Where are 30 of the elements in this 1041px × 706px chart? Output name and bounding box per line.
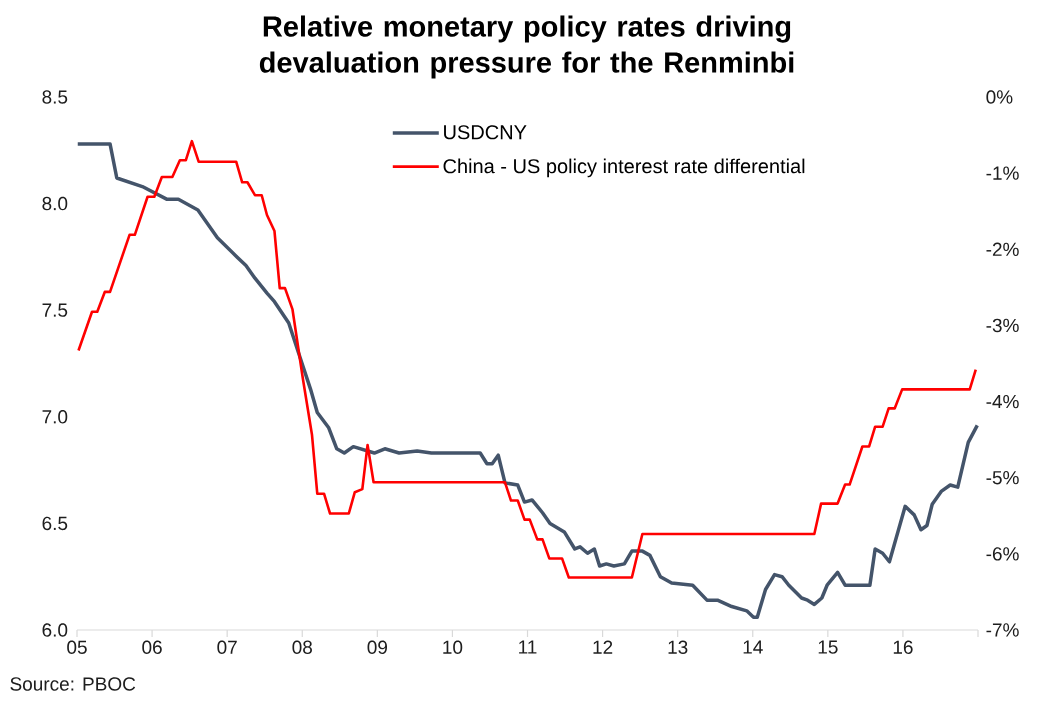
x-tick-label: 12	[593, 640, 613, 654]
y-tick-label: 6.0	[42, 623, 68, 637]
legend-label: China - US policy interest rate differential	[443, 158, 805, 178]
x-tick-label: 11	[519, 640, 537, 654]
source-note: Source: PBOC	[10, 677, 136, 691]
y2-tick-label: -3%	[986, 318, 1019, 333]
x-tick-label: 10	[443, 640, 463, 654]
x-tick-label: 08	[292, 640, 312, 654]
y-tick-label: 7.0	[42, 410, 68, 424]
x-tick-label: 15	[818, 640, 838, 654]
chart-title: Relative monetary policy rates driving devaluation pressure for the Renminbi	[259, 15, 794, 79]
y-tick-label: 8.5	[42, 90, 68, 104]
y-tick-label: 7.5	[42, 303, 68, 317]
x-tick-label: 16	[893, 640, 913, 654]
x-tick-label: 07	[217, 640, 237, 654]
x-tick-label: 13	[668, 640, 688, 654]
y2-tick-label: -6%	[986, 547, 1019, 561]
y2-tick-label: -4%	[986, 394, 1019, 409]
y-tick-label: 6.5	[42, 516, 68, 531]
x-tick-label: 09	[367, 640, 388, 654]
x-tick-label: 05	[67, 640, 87, 654]
legend-label: USDCNY	[444, 125, 527, 140]
y2-tick-label: 0%	[986, 90, 1013, 104]
y2-tick-label: -7%	[986, 623, 1019, 637]
y2-tick-label: -2%	[986, 242, 1019, 256]
y2-tick-label: -5%	[986, 471, 1019, 485]
y2-tick-label: -1%	[986, 166, 1019, 180]
y-tick-label: 8.0	[42, 196, 68, 211]
x-tick-label: 06	[142, 640, 162, 654]
x-tick-label: 14	[743, 640, 763, 654]
